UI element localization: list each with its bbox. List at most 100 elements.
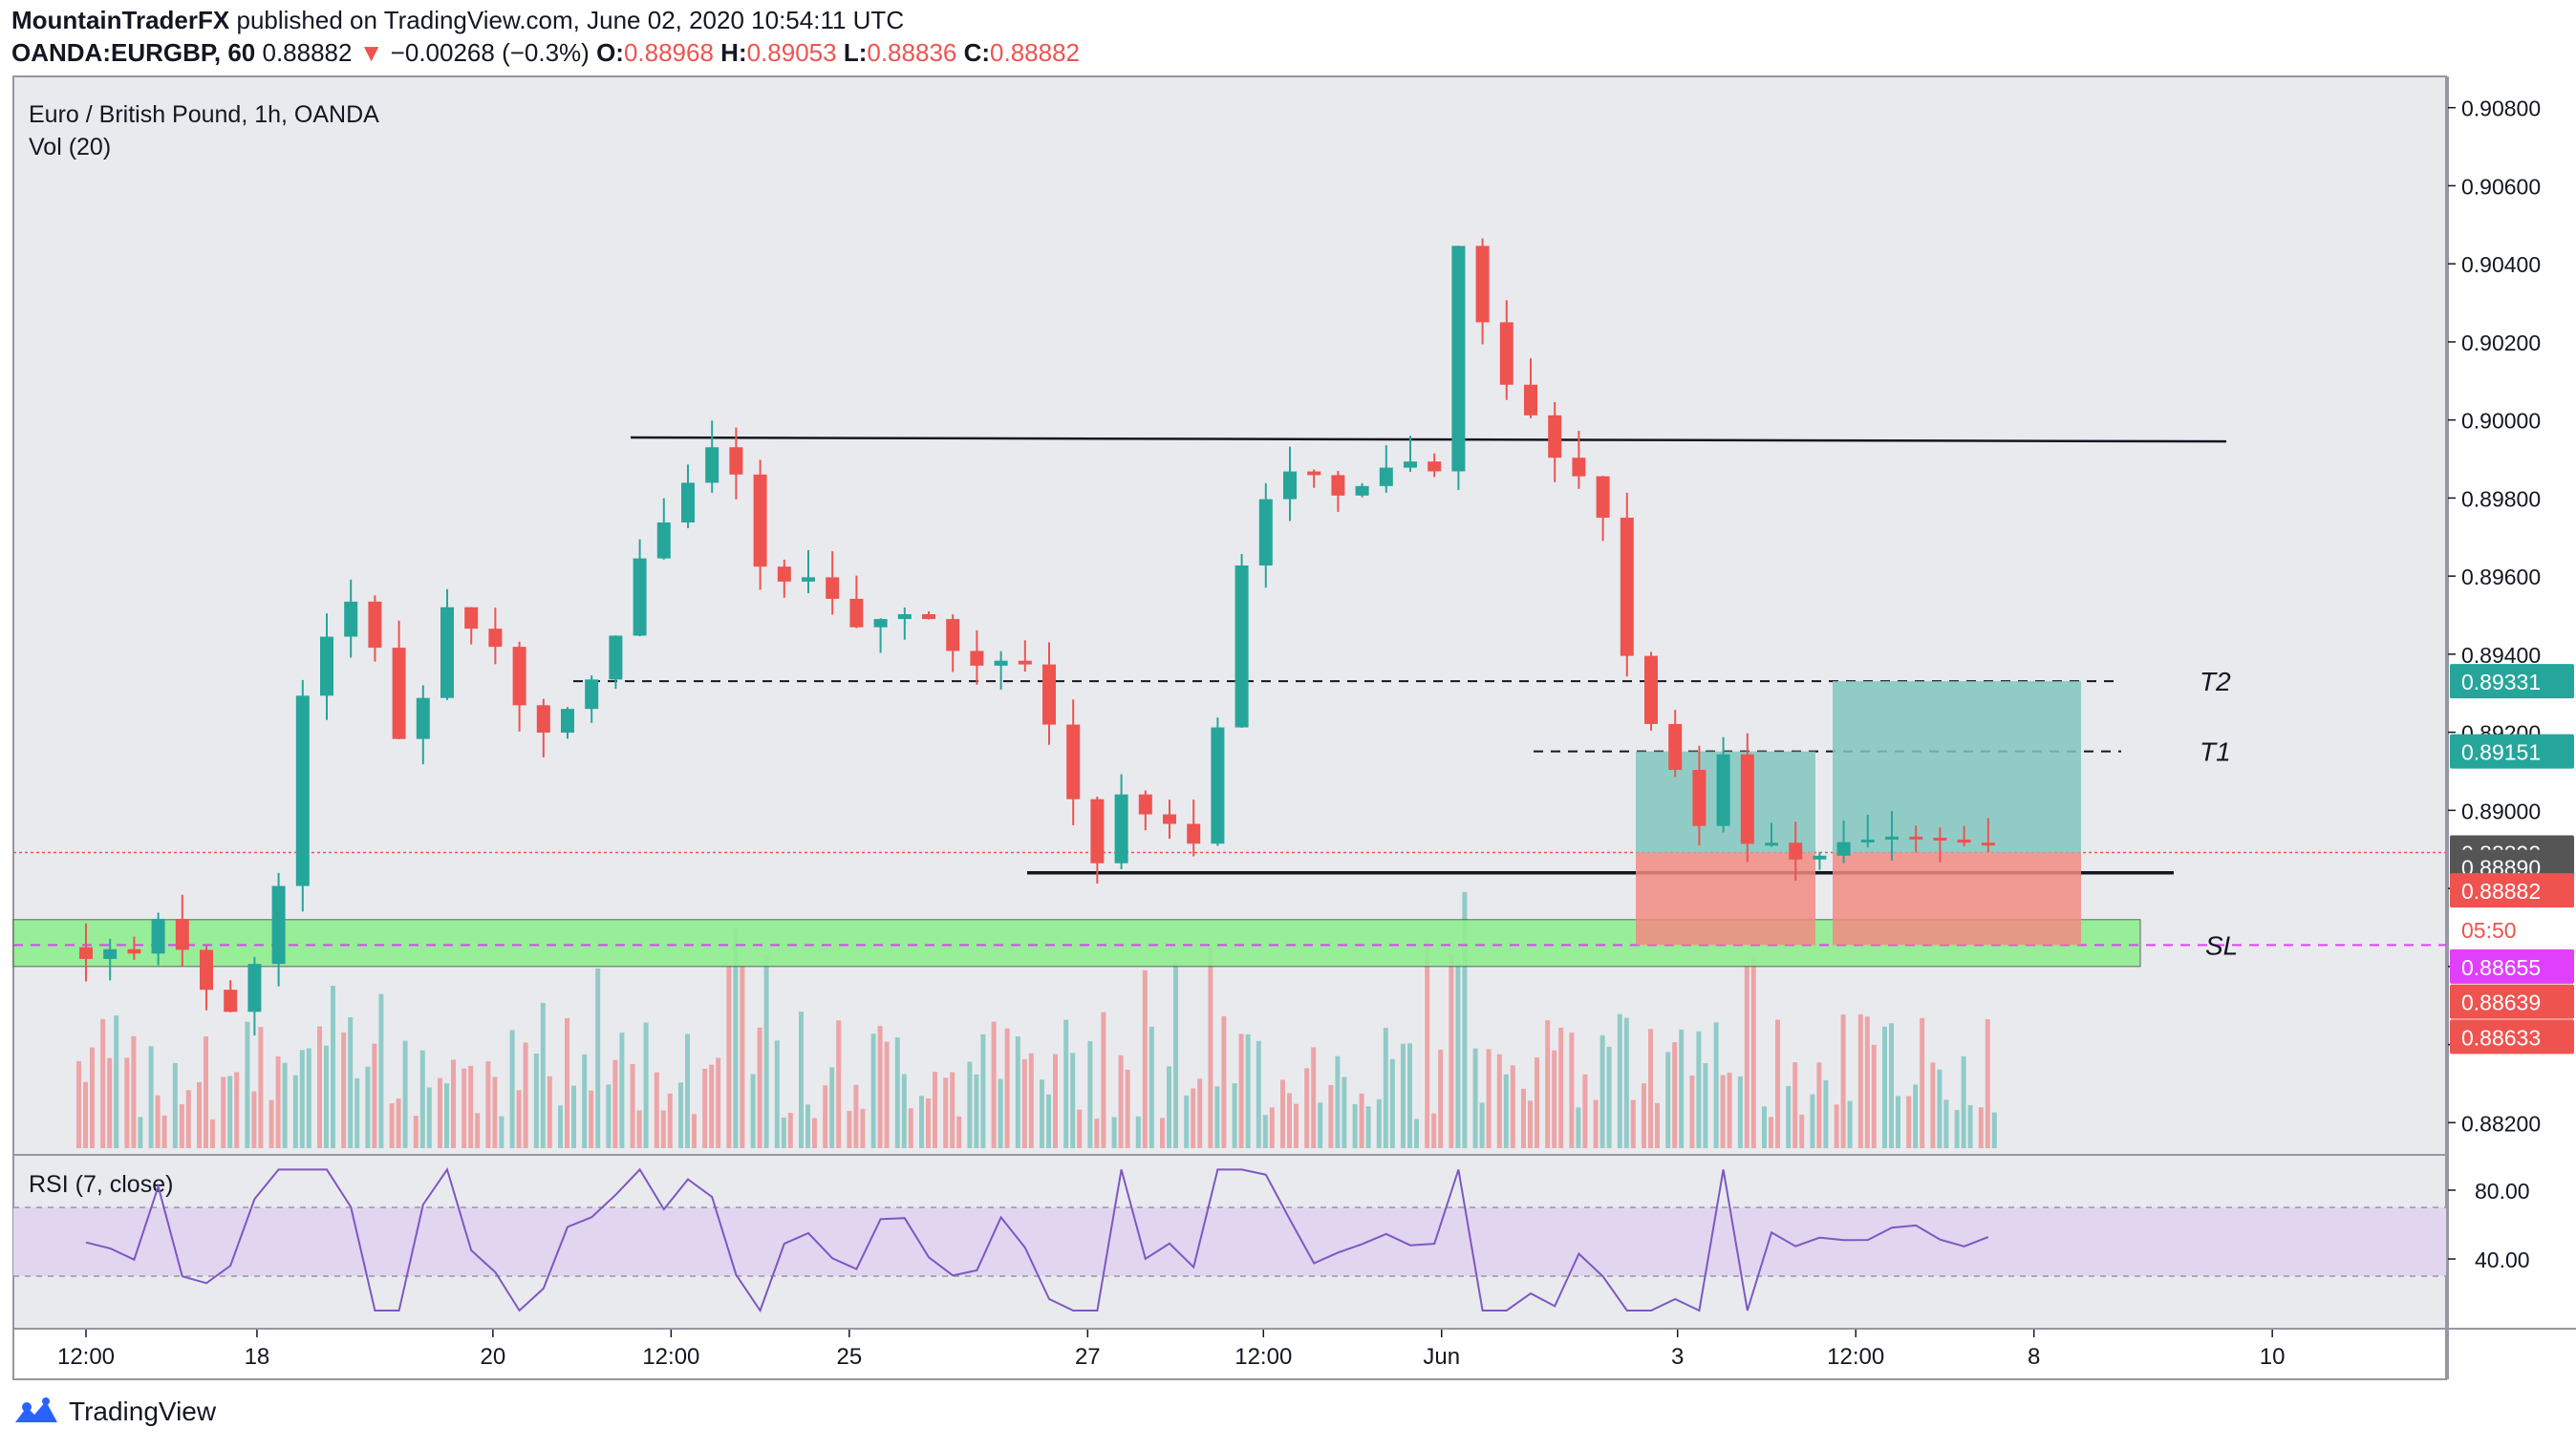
candle <box>536 705 550 733</box>
volume-bar <box>1816 1062 1822 1148</box>
volume-bar <box>943 1077 949 1148</box>
volume-bar <box>324 1045 329 1148</box>
volume-bar <box>860 1108 866 1148</box>
volume-bar <box>1111 1117 1117 1148</box>
volume-bar <box>438 1077 442 1148</box>
author-name[interactable]: MountainTraderFX <box>11 6 230 34</box>
volume-bar <box>1521 1088 1526 1148</box>
low-label: L: <box>843 38 868 67</box>
volume-bar <box>1087 1040 1093 1148</box>
volume-bar <box>523 1042 528 1148</box>
candle <box>1114 794 1128 864</box>
volume-bar <box>1389 1058 1395 1148</box>
stop-zone <box>1833 852 2081 946</box>
volume-bar <box>685 1034 690 1148</box>
candle <box>1692 769 1707 826</box>
volume-bar <box>1197 1078 1203 1148</box>
volume-bar <box>1847 1100 1853 1148</box>
volume-bar <box>1160 1118 1165 1148</box>
volume-bar <box>1834 1104 1839 1148</box>
rsi-tick-label: 80.00 <box>2475 1179 2530 1204</box>
close-label: C: <box>963 38 991 67</box>
volume-bar <box>998 1078 1003 1148</box>
volume-bar <box>1407 1043 1412 1148</box>
price-axis-label-text: 0.88882 <box>2461 879 2541 904</box>
price-axis-label-text: 05:50 <box>2461 918 2517 943</box>
price-axis-label <box>2450 984 2574 1019</box>
volume-bar <box>660 1110 666 1148</box>
volume-bar <box>1053 1054 1058 1148</box>
price-axis-label <box>2450 873 2574 908</box>
price-tick-label: 0.89400 <box>2461 643 2541 668</box>
volume-bar <box>331 986 335 1148</box>
volume-bar <box>726 966 732 1148</box>
volume-bar <box>908 1108 913 1148</box>
volume-bar <box>1101 1012 1106 1148</box>
chart-border <box>12 75 2447 1380</box>
volume-bar <box>740 966 745 1148</box>
volume-bar <box>1630 1099 1636 1148</box>
volume-bar <box>1792 1062 1798 1148</box>
volume-bar <box>1889 1023 1894 1148</box>
volume-bar <box>870 1034 876 1148</box>
candle <box>247 964 262 1013</box>
volume-bar <box>1214 1086 1220 1148</box>
volume-bar <box>1238 1034 1244 1148</box>
volume-bar <box>341 1032 347 1148</box>
price-axis-label <box>2450 949 2574 984</box>
high-label: H: <box>720 38 747 67</box>
price-tick-label: 0.90600 <box>2461 174 2541 199</box>
candle <box>1331 475 1345 496</box>
volume-bar <box>1913 1084 1919 1148</box>
volume-bar <box>589 1090 594 1148</box>
volume-bar <box>1930 1062 1936 1148</box>
volume-bar <box>1328 1084 1334 1148</box>
candle <box>1283 471 1297 500</box>
brand-name[interactable]: TradingView <box>69 1397 217 1426</box>
volume-bar <box>1496 1054 1502 1148</box>
volume-bar <box>1318 1102 1323 1148</box>
volume-bar <box>516 1090 522 1148</box>
ohlc-line: OANDA:EURGBP, 60 0.88882 ▼ −0.00268 (−0.… <box>11 36 1080 69</box>
candle <box>1668 723 1683 770</box>
volume-bar <box>757 1027 762 1148</box>
volume-bar <box>462 1068 467 1148</box>
candle <box>1885 836 1899 840</box>
volume-bar <box>1262 1115 1268 1148</box>
volume-bar <box>1786 1086 1792 1148</box>
volume-bar <box>1864 1016 1870 1148</box>
candle <box>488 629 503 648</box>
volume-bar <box>317 1026 322 1148</box>
volume-bar <box>1535 1056 1539 1148</box>
volume-bar <box>1256 1040 1261 1148</box>
volume-bar <box>365 1066 371 1148</box>
volume-bar <box>565 1017 569 1148</box>
volume-bar <box>1552 1050 1557 1148</box>
volume-bar <box>499 1116 504 1148</box>
volume-bar <box>1028 1053 1034 1148</box>
volume-bar <box>606 1084 612 1148</box>
volume-bar <box>636 1110 642 1148</box>
price-tick-label: 0.90800 <box>2461 96 2541 121</box>
volume-bar <box>354 1077 360 1148</box>
tradingview-logo-icon[interactable] <box>13 1397 59 1426</box>
volume-bar <box>630 1064 635 1148</box>
resistance-line <box>630 436 2227 443</box>
volume-bar <box>76 1061 81 1148</box>
candle <box>1187 823 1201 844</box>
volume-bar <box>884 1041 890 1148</box>
volume-bar <box>1655 1102 1660 1148</box>
candle <box>633 558 647 636</box>
candle <box>753 474 767 567</box>
candle <box>609 635 623 680</box>
candle <box>200 949 213 991</box>
price-axis-label <box>2450 912 2574 947</box>
volume-bar <box>1232 1083 1237 1148</box>
candle <box>1258 499 1273 566</box>
candle <box>392 648 406 739</box>
volume-bar <box>172 1062 178 1148</box>
volume-bar <box>1342 1077 1347 1148</box>
volume-bar <box>829 1067 835 1148</box>
volume-bar <box>1135 1116 1141 1148</box>
